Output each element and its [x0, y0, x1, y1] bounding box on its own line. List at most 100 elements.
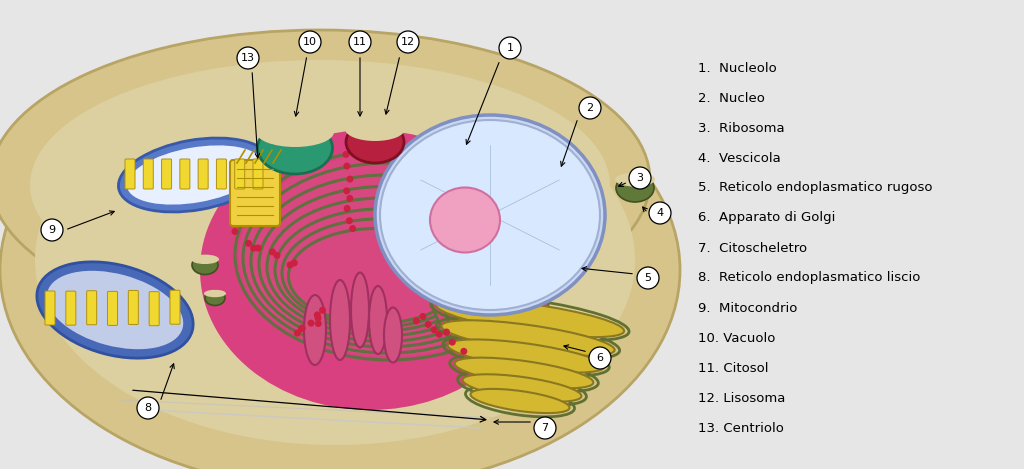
Circle shape — [343, 163, 350, 170]
FancyBboxPatch shape — [230, 160, 280, 226]
Circle shape — [299, 31, 321, 53]
Circle shape — [430, 326, 437, 333]
Circle shape — [245, 240, 252, 247]
Circle shape — [425, 321, 432, 328]
FancyBboxPatch shape — [125, 159, 135, 189]
Circle shape — [589, 347, 611, 369]
Text: 12: 12 — [401, 37, 415, 47]
Circle shape — [349, 31, 371, 53]
Text: 11. Citosol: 11. Citosol — [698, 362, 768, 375]
Ellipse shape — [436, 299, 624, 337]
Circle shape — [449, 339, 456, 346]
Text: 2: 2 — [587, 103, 594, 113]
Circle shape — [273, 252, 281, 259]
Ellipse shape — [446, 182, 542, 349]
Ellipse shape — [119, 138, 271, 212]
Circle shape — [443, 328, 450, 335]
Circle shape — [468, 269, 475, 276]
FancyBboxPatch shape — [66, 291, 76, 325]
Ellipse shape — [127, 145, 263, 204]
Ellipse shape — [200, 130, 540, 410]
Circle shape — [231, 228, 239, 235]
Ellipse shape — [293, 233, 460, 319]
Circle shape — [461, 348, 467, 355]
Ellipse shape — [463, 374, 582, 402]
Ellipse shape — [351, 272, 369, 348]
Circle shape — [343, 188, 350, 194]
Text: 13. Centriolo: 13. Centriolo — [698, 422, 784, 434]
Circle shape — [444, 231, 451, 238]
Text: 8: 8 — [144, 403, 152, 413]
Ellipse shape — [470, 389, 569, 413]
Ellipse shape — [191, 255, 219, 264]
Circle shape — [344, 205, 350, 212]
Text: 6.  Apparato di Golgi: 6. Apparato di Golgi — [698, 212, 836, 225]
Ellipse shape — [463, 203, 534, 341]
FancyBboxPatch shape — [198, 159, 208, 189]
Ellipse shape — [279, 213, 481, 327]
FancyBboxPatch shape — [170, 290, 180, 324]
Circle shape — [413, 318, 420, 325]
Circle shape — [255, 244, 262, 251]
Circle shape — [530, 249, 538, 256]
Circle shape — [481, 197, 488, 204]
Circle shape — [649, 202, 671, 224]
Ellipse shape — [330, 280, 350, 360]
Text: 5.  Reticolo endoplasmatico rugoso: 5. Reticolo endoplasmatico rugoso — [698, 182, 933, 195]
FancyBboxPatch shape — [108, 291, 118, 325]
Ellipse shape — [239, 154, 541, 356]
Ellipse shape — [35, 75, 635, 445]
Text: 3: 3 — [637, 173, 643, 183]
Circle shape — [314, 315, 322, 322]
Circle shape — [466, 276, 473, 283]
Circle shape — [495, 266, 502, 273]
Ellipse shape — [271, 202, 493, 332]
Circle shape — [299, 325, 306, 332]
FancyBboxPatch shape — [180, 159, 189, 189]
Circle shape — [307, 319, 314, 326]
Circle shape — [314, 311, 321, 318]
Text: 4: 4 — [656, 208, 664, 218]
Text: 1.  Nucleolo: 1. Nucleolo — [698, 61, 777, 75]
FancyBboxPatch shape — [162, 159, 172, 189]
FancyBboxPatch shape — [150, 292, 159, 325]
Circle shape — [517, 262, 524, 269]
Circle shape — [342, 151, 349, 158]
Ellipse shape — [615, 173, 655, 187]
Circle shape — [397, 31, 419, 53]
Text: 11: 11 — [353, 37, 367, 47]
Circle shape — [579, 97, 601, 119]
Ellipse shape — [286, 223, 470, 323]
FancyBboxPatch shape — [45, 291, 55, 325]
Text: 4.  Vescicola: 4. Vescicola — [698, 151, 780, 165]
Circle shape — [346, 217, 353, 224]
Ellipse shape — [369, 286, 387, 354]
Circle shape — [506, 260, 513, 267]
Ellipse shape — [375, 115, 605, 315]
Circle shape — [475, 204, 482, 212]
Ellipse shape — [47, 271, 183, 349]
Circle shape — [435, 331, 442, 338]
Circle shape — [250, 245, 257, 251]
Ellipse shape — [441, 320, 614, 356]
Circle shape — [456, 229, 463, 236]
Text: 3.  Ribosoma: 3. Ribosoma — [698, 121, 784, 135]
Circle shape — [346, 175, 353, 182]
Ellipse shape — [425, 160, 555, 360]
Ellipse shape — [616, 174, 654, 202]
Text: 9: 9 — [48, 225, 55, 235]
Ellipse shape — [205, 290, 225, 305]
FancyBboxPatch shape — [87, 291, 96, 325]
Ellipse shape — [455, 193, 537, 345]
FancyBboxPatch shape — [216, 159, 226, 189]
Ellipse shape — [255, 179, 517, 343]
Text: 13: 13 — [241, 53, 255, 63]
Ellipse shape — [455, 358, 593, 388]
Text: 7: 7 — [542, 423, 549, 433]
Circle shape — [500, 186, 506, 193]
Circle shape — [319, 307, 326, 314]
FancyBboxPatch shape — [128, 290, 138, 325]
Ellipse shape — [0, 30, 650, 330]
Ellipse shape — [257, 122, 333, 174]
Ellipse shape — [345, 117, 406, 141]
